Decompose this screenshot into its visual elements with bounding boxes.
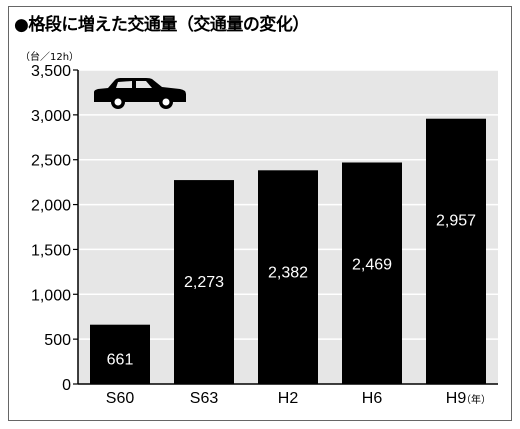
y-tick-label: 2,500 — [31, 153, 71, 170]
y-tick-label: 0 — [62, 377, 71, 394]
x-tick-label: S60 — [106, 390, 135, 407]
bar — [342, 162, 402, 384]
figure-frame — [8, 6, 512, 421]
y-tick-label: 3,000 — [31, 108, 71, 125]
y-axis-unit: （台／12h） — [20, 50, 79, 63]
data-label: 2,382 — [268, 264, 308, 281]
y-tick-label: 500 — [44, 332, 71, 349]
data-label: 2,469 — [352, 256, 392, 273]
bar — [258, 170, 318, 384]
bar — [90, 324, 150, 384]
bar — [174, 180, 234, 384]
x-tick-label: H2 — [278, 390, 299, 407]
y-tick-label: 1,000 — [31, 287, 71, 304]
x-tick-label: H6 — [362, 390, 383, 407]
car-icon — [94, 78, 186, 109]
x-axis-unit: （年） — [461, 393, 491, 406]
x-tick-label: S63 — [190, 390, 219, 407]
x-axis-labels: S60 S63 H2 H6 H9 — [106, 390, 467, 407]
x-tick-label: H9 — [446, 390, 467, 407]
y-tick-label: 3,500 — [31, 63, 71, 80]
data-label: 2,957 — [436, 213, 476, 230]
bar — [426, 118, 486, 385]
data-label: 2,273 — [184, 274, 224, 291]
bars: 661 2,273 2,382 2,469 2,957 — [90, 118, 486, 385]
chart-title: ●格段に増えた交通量（交通量の変化） — [14, 15, 309, 35]
y-axis-ticks: 0 500 1,000 1,500 2,000 2,500 3,000 3,500 — [31, 63, 78, 394]
y-tick-label: 2,000 — [31, 198, 71, 215]
y-tick-label: 1,500 — [31, 242, 71, 259]
data-label: 661 — [107, 352, 134, 369]
